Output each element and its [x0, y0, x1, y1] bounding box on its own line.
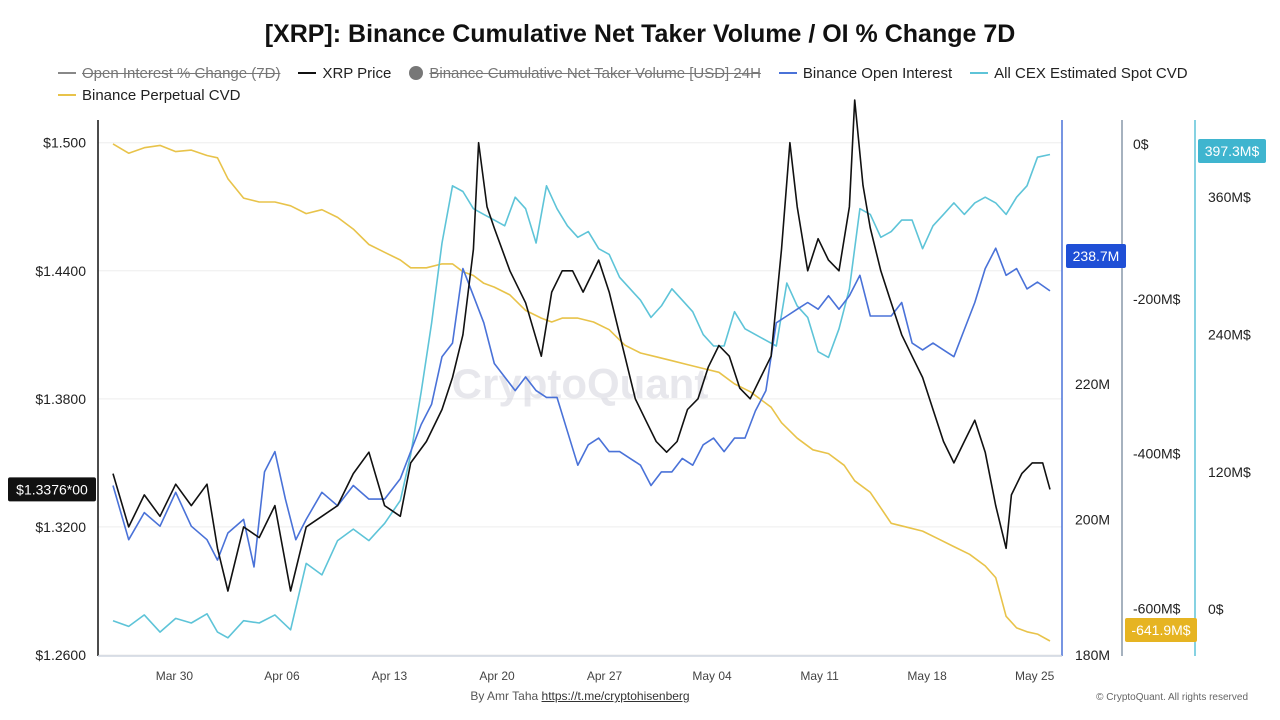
legend-line-icon [778, 72, 797, 74]
series-open-interest [112, 247, 1051, 568]
legend-label: All CEX Estimated Spot CVD [994, 64, 1188, 82]
watermark: CryptoQuant [452, 360, 709, 407]
perp-cvd-current-badge: -641.9M$ [1125, 618, 1197, 642]
legend-item-open-interest[interactable]: Binance Open Interest [778, 64, 953, 82]
price-current-badge: $1.3376*00 [8, 477, 96, 502]
legend-dot-icon [409, 66, 424, 80]
perp-cvd-tick-label: 0$ [1133, 136, 1149, 152]
spot-cvd-current-badge: 397.3M$ [1198, 139, 1266, 163]
x-tick-label: May 18 [907, 669, 947, 683]
spot-cvd-tick-label: 240M$ [1208, 327, 1251, 343]
price-tick-label: $1.3200 [35, 519, 86, 535]
legend-label: Binance Open Interest [802, 64, 953, 82]
price-tick-label: $1.4400 [35, 263, 86, 279]
perp-cvd-current-badge-bg [1125, 618, 1197, 642]
credit-link[interactable]: https://t.me/cryptohisenberg [541, 689, 690, 703]
price-current-badge-text: $1.3376*00 [16, 481, 88, 497]
series-layer [112, 99, 1051, 642]
perp-cvd-tick-label: -600M$ [1133, 601, 1181, 617]
x-tick-label: May 11 [800, 669, 839, 683]
legend-item-net-taker-volume[interactable]: Binance Cumulative Net Taker Volume [USD… [409, 65, 761, 82]
open-interest-tick-label: 220M [1075, 376, 1110, 392]
legend-label: Binance Cumulative Net Taker Volume [USD… [429, 64, 761, 82]
footer-credit: By Amr Taha https://t.me/cryptohisenberg [0, 689, 1160, 703]
price-current-badge-bg [8, 477, 96, 502]
price-tick-label: $1.500 [43, 135, 86, 151]
open-interest-current-badge: 238.7M [1066, 244, 1126, 268]
open-interest-current-badge-bg [1066, 244, 1126, 268]
legend-item-perp-cvd[interactable]: Binance Perpetual CVD [58, 87, 240, 104]
legend-item-spot-cvd[interactable]: All CEX Estimated Spot CVD [970, 64, 1188, 82]
x-tick-label: Apr 27 [587, 669, 623, 683]
chart-title: [XRP]: Binance Cumulative Net Taker Volu… [264, 20, 1016, 48]
open-interest-tick-label: 200M [1075, 511, 1110, 527]
x-tick-label: May 04 [692, 669, 732, 683]
price-tick-label: $1.2600 [35, 647, 86, 663]
spot-cvd-tick-label: 120M$ [1208, 464, 1251, 480]
x-tick-label: Apr 13 [372, 669, 408, 683]
legend-label: Binance Perpetual CVD [82, 86, 241, 104]
open-interest-tick-label: 180M [1075, 647, 1110, 663]
x-tick-label: Mar 30 [156, 669, 194, 683]
perp-cvd-tick-label: -400M$ [1133, 446, 1181, 462]
spot-cvd-current-badge-bg [1198, 139, 1266, 163]
legend-label: Open Interest % Change (7D) [82, 64, 281, 82]
chart-legend: Open Interest % Change (7D) XRP Price Bi… [58, 62, 1238, 106]
series-perp-cvd [112, 143, 1051, 642]
spot-cvd-tick-label: 360M$ [1208, 189, 1251, 205]
series-spot-cvd [112, 153, 1051, 639]
x-tick-label: May 25 [1015, 669, 1055, 683]
x-tick-label: Apr 20 [479, 669, 515, 683]
footer-copyright: © CryptoQuant. All rights reserved [1096, 692, 1248, 703]
legend-item-oi-change[interactable]: Open Interest % Change (7D) [58, 65, 280, 82]
x-tick-label: Apr 06 [264, 669, 300, 683]
legend-line-icon [970, 72, 989, 74]
legend-line-icon [58, 94, 76, 96]
legend-line-icon [58, 72, 76, 74]
legend-item-xrp-price[interactable]: XRP Price [298, 65, 391, 82]
open-interest-current-badge-text: 238.7M [1073, 248, 1120, 264]
legend-line-icon [298, 72, 317, 74]
series-xrp-price [112, 99, 1051, 592]
credit-author: By Amr Taha [470, 689, 539, 703]
perp-cvd-current-badge-text: -641.9M$ [1131, 622, 1190, 638]
perp-cvd-tick-label: -200M$ [1133, 291, 1181, 307]
axes-layer: $1.2600 $1.3200 $1.3800 $1.4400 $1.500 180M 20… [8, 120, 1266, 683]
spot-cvd-current-badge-text: 397.3M$ [1205, 143, 1260, 159]
price-tick-label: $1.3800 [35, 391, 86, 407]
legend-label: XRP Price [322, 64, 392, 82]
spot-cvd-tick-label: 0$ [1208, 601, 1224, 617]
